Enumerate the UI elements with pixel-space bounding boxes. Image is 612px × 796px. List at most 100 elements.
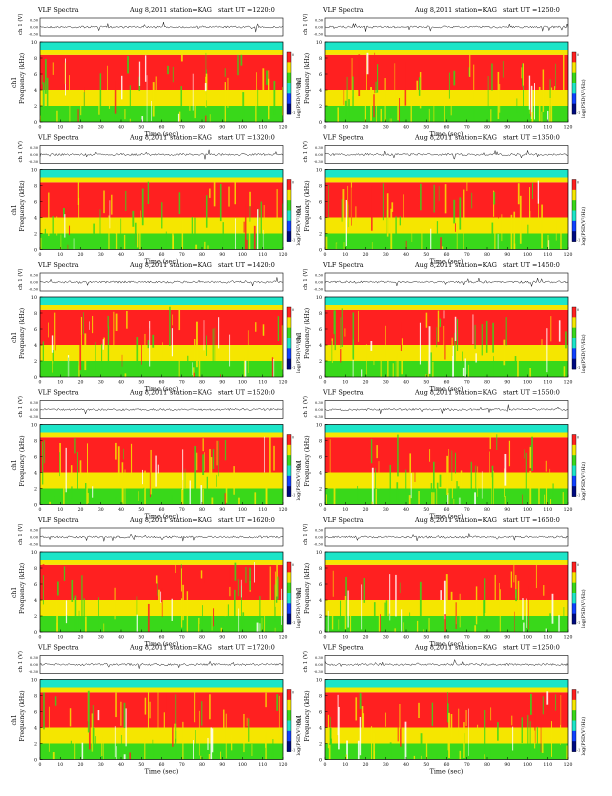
spectrogram-streak — [182, 480, 184, 505]
spectrogram-band — [40, 743, 283, 760]
spectrogram-streak — [489, 451, 490, 485]
spectrogram-streak — [550, 721, 553, 757]
x-tick-label: 0 — [324, 762, 327, 768]
spectrogram-streak — [184, 472, 187, 488]
spectrogram-streak — [211, 497, 214, 505]
spectrogram-streak — [244, 360, 247, 377]
spectrogram-streak — [543, 585, 545, 596]
channel-label: ch1 — [11, 77, 18, 88]
spectrogram-streak — [459, 593, 461, 628]
spectrogram-streak — [64, 62, 66, 85]
spectrogram-streak — [547, 110, 549, 122]
spectrogram-streak — [547, 234, 549, 250]
spectrogram-band — [325, 727, 568, 744]
x-tick-label: 100 — [238, 762, 247, 768]
spectrogram-streak — [101, 736, 103, 757]
x-tick-label: 110 — [258, 635, 267, 641]
spectrogram-streak — [141, 116, 144, 122]
waveform-tick-label: -0.30 — [29, 415, 39, 419]
spectrogram-streak — [370, 87, 372, 121]
spectrogram-streak — [127, 55, 129, 74]
colorbar-segment — [287, 710, 291, 721]
x-tick-label: 60 — [444, 380, 450, 386]
spectrogram-streak — [274, 571, 276, 607]
spectrogram-streak — [225, 481, 228, 503]
y-tick-label: 10 — [316, 677, 322, 683]
x-tick-label: 110 — [543, 125, 552, 131]
spectrogram-streak — [388, 613, 390, 632]
x-tick-label: 0 — [39, 125, 42, 131]
colorbar-segment — [572, 741, 576, 752]
spectrogram-streak — [237, 579, 239, 597]
spectrogram-streak — [48, 322, 49, 338]
spectrogram-streak — [517, 358, 519, 377]
colorbar-segment — [572, 52, 576, 63]
spectrogram-streak — [99, 209, 101, 239]
spectrogram-streak — [458, 497, 461, 505]
colorbar-segment — [287, 699, 291, 711]
spectrogram-streak — [352, 337, 354, 359]
colorbar-segment — [287, 52, 291, 63]
y-tick-label: 6 — [34, 72, 37, 78]
spectrogram-streak — [352, 76, 354, 109]
spectrogram-streak — [224, 602, 227, 617]
spectrogram-streak — [529, 187, 531, 222]
spectrogram-streak — [371, 626, 373, 632]
spectrogram-band — [325, 90, 568, 106]
spectrogram-band — [40, 309, 283, 345]
spectrogram-streak — [71, 579, 74, 602]
spectrogram-band — [325, 297, 568, 305]
spectrogram-streak — [194, 692, 196, 723]
spectrogram-streak — [281, 325, 283, 370]
spectrogram-streak — [534, 730, 536, 749]
spectrogram-streak — [431, 745, 433, 756]
x-tick-label: 70 — [464, 507, 470, 513]
colorbar-tick-label: -1 — [577, 621, 580, 625]
spectrogram-streak — [377, 64, 379, 93]
spectrogram-streak — [180, 752, 183, 760]
spectrogram-streak — [172, 233, 174, 250]
colorbar-segment — [287, 189, 291, 201]
colorbar-tick-label: 0 — [292, 308, 294, 312]
colorbar-segment — [572, 231, 576, 242]
spectrogram-streak — [333, 107, 335, 122]
spectrogram-streak — [227, 604, 229, 617]
spectrogram-streak — [277, 235, 280, 250]
colorbar-segment — [287, 720, 291, 732]
spectrogram-streak — [484, 754, 485, 760]
colorbar-segment — [287, 689, 291, 701]
panel-title-vlf: VLF Spectra — [322, 644, 364, 652]
spectrogram-streak — [420, 733, 423, 758]
panel-date: Aug 8,2011 — [414, 6, 452, 14]
y-tick-label: 0 — [319, 757, 322, 763]
spectrogram-streak — [443, 310, 445, 319]
x-tick-label: 80 — [484, 252, 490, 258]
spectrogram-streak — [106, 65, 108, 100]
colorbar-tick-label: -1 — [292, 749, 295, 753]
waveform-tick-label: 0.00 — [30, 281, 39, 285]
spectrogram-band — [325, 177, 568, 183]
spectrogram-streak — [218, 317, 220, 349]
spectrogram-streak — [344, 328, 346, 337]
spectrogram-streak — [499, 582, 500, 605]
spectrogram-streak — [79, 334, 82, 371]
colorbar-label: log(PSD(V²/Hz) — [295, 717, 302, 756]
x-axis-label: Time (sec) — [430, 130, 464, 138]
spectrogram-streak — [373, 348, 375, 366]
y-tick-label: 10 — [31, 550, 37, 556]
spectrogram-streak — [273, 80, 276, 115]
spectrogram-streak — [124, 109, 126, 120]
spectrogram-streak — [56, 216, 58, 236]
spectrogram-streak — [369, 59, 372, 88]
spectrogram-streak — [69, 708, 72, 727]
y-axis-label: Frequency (kHz) — [304, 53, 311, 104]
spectrogram-streak — [166, 694, 167, 727]
waveform-tick-label: -0.30 — [314, 33, 324, 37]
spectrogram-band — [40, 169, 283, 178]
spectrogram-streak — [92, 315, 94, 334]
spectrogram-streak — [182, 449, 184, 490]
x-tick-label: 90 — [219, 125, 225, 131]
spectrogram-streak — [203, 320, 205, 351]
spectrogram-streak — [209, 694, 211, 720]
spectrogram-streak — [42, 82, 45, 122]
